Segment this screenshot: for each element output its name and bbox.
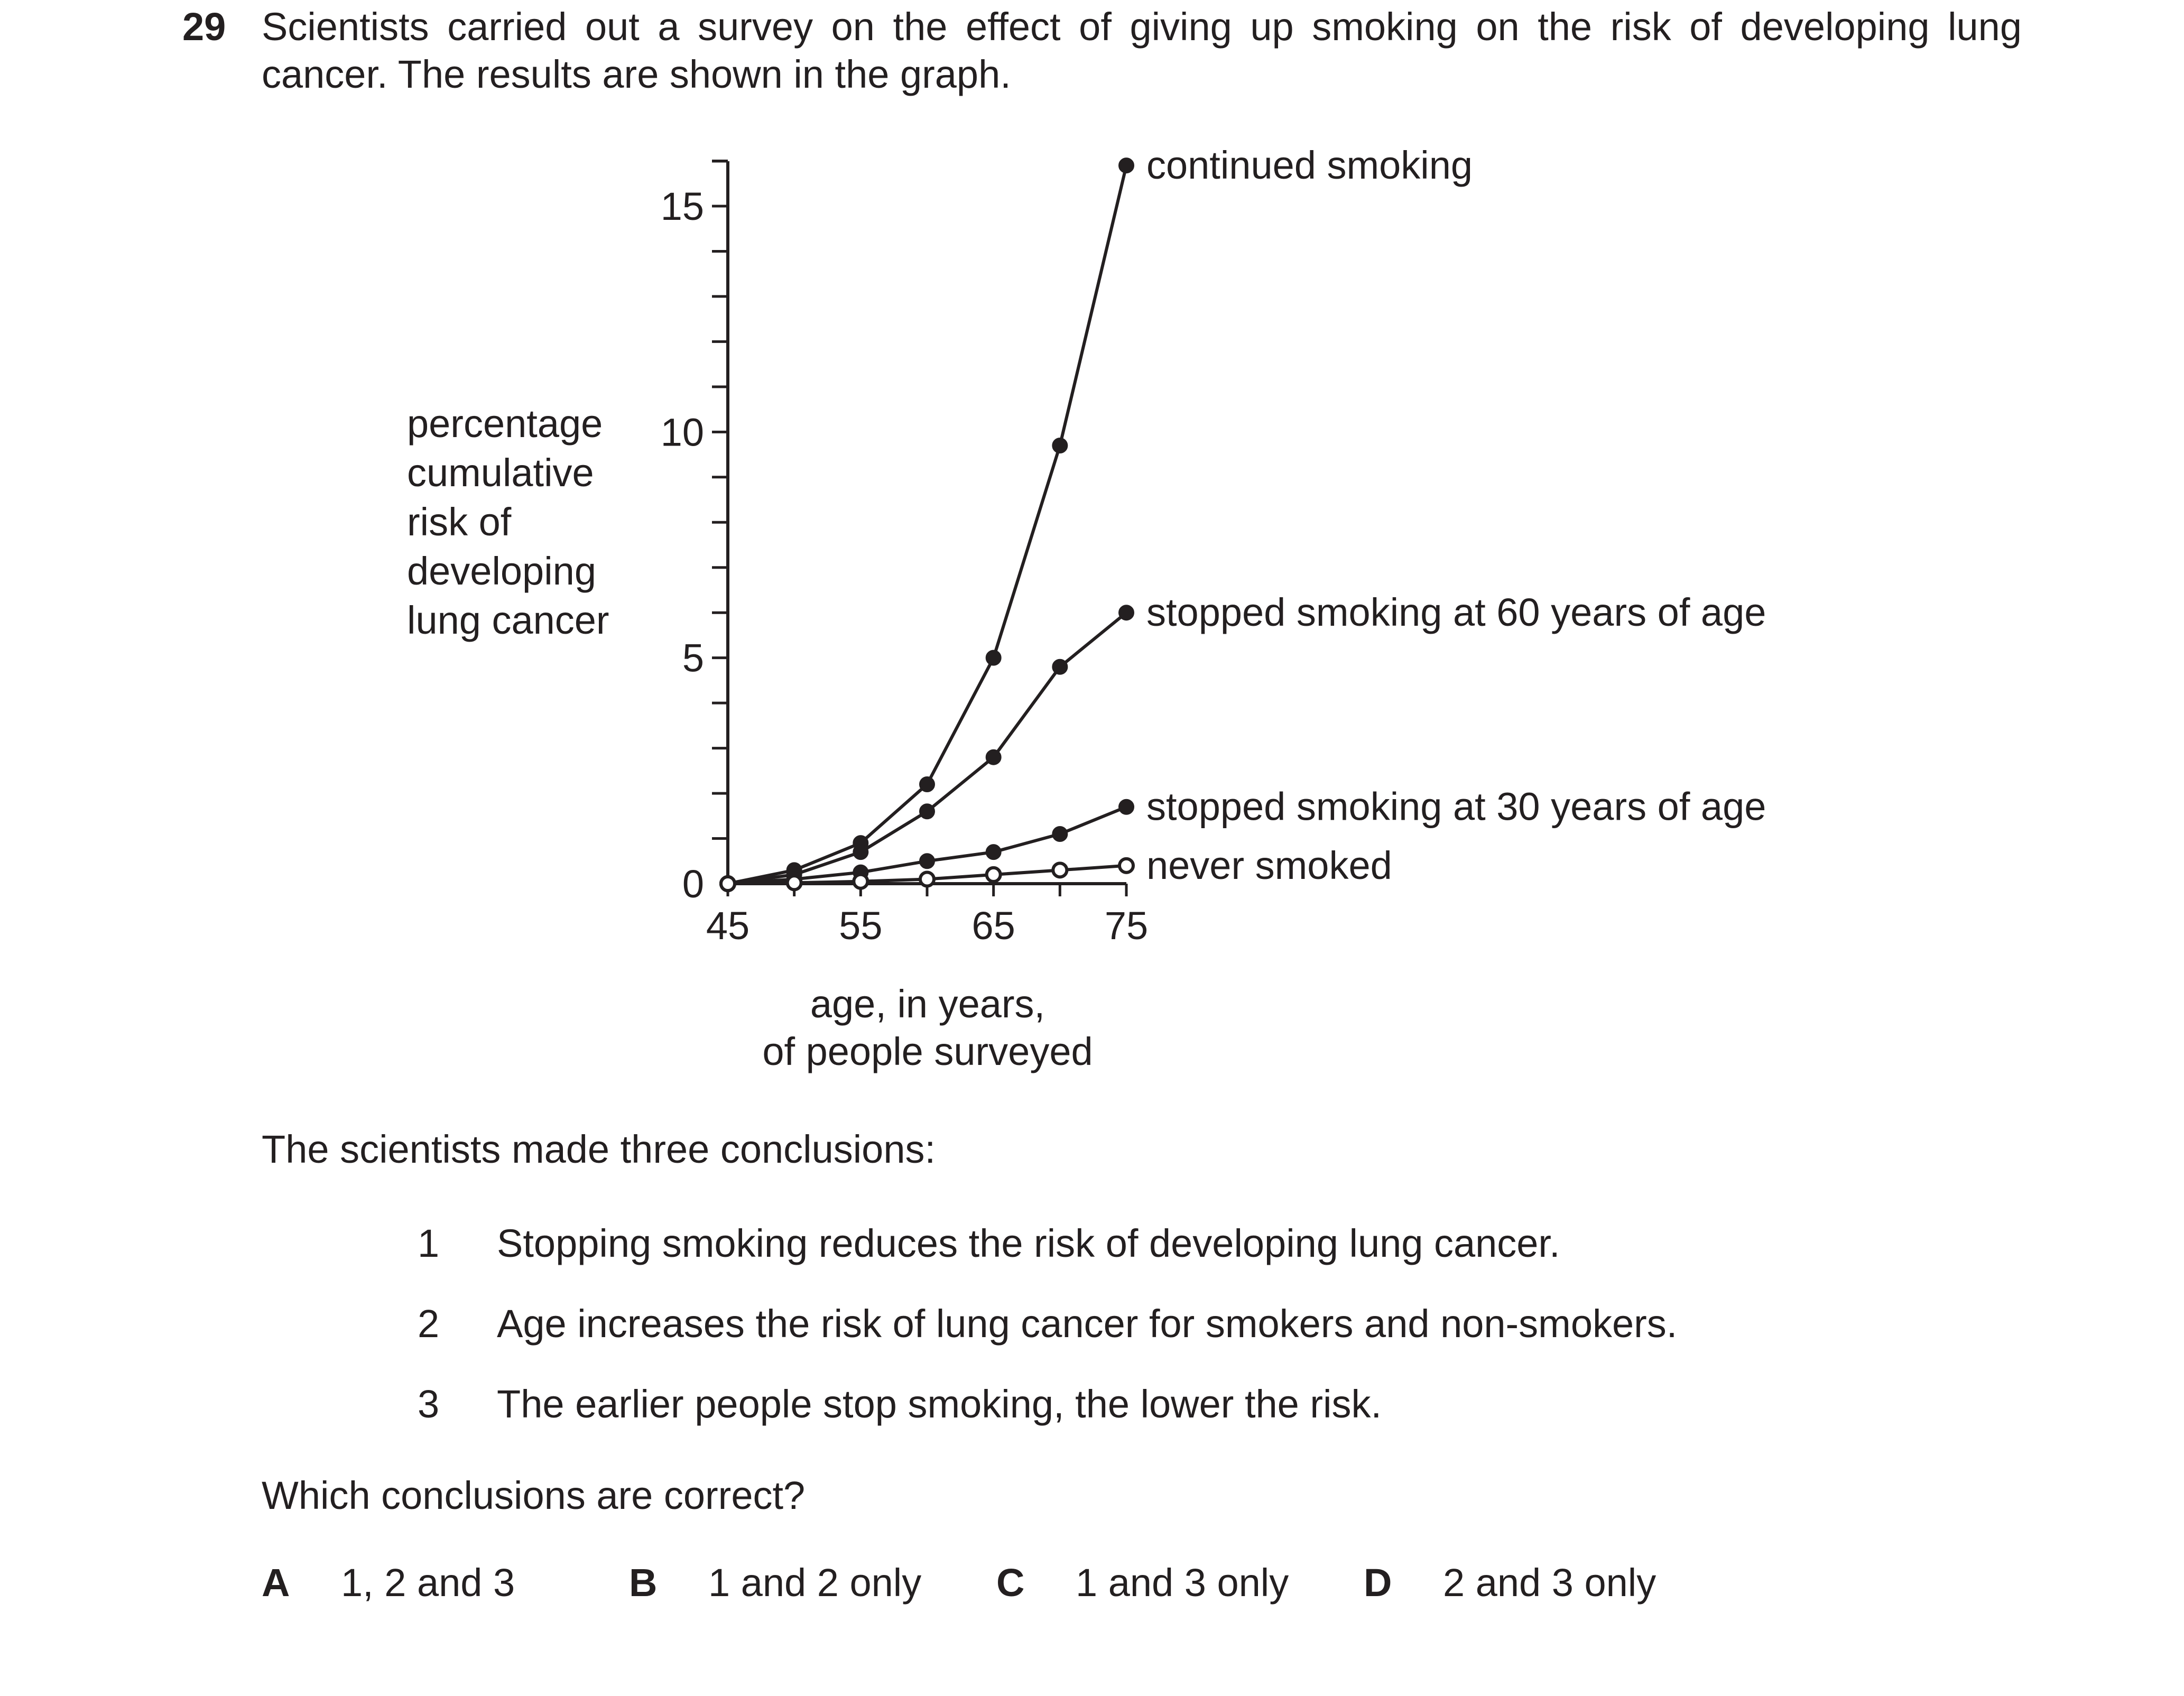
conclusion-text: Stopping smoking reduces the risk of dev… xyxy=(497,1221,1560,1265)
option-b[interactable]: B 1 and 2 only xyxy=(629,1559,921,1607)
x-axis-label-line: age, in years, xyxy=(810,982,1045,1026)
series-line xyxy=(727,165,1128,885)
series-label: stopped smoking at 60 years of age xyxy=(1146,590,1766,634)
x-tick-label: 75 xyxy=(1105,904,1148,948)
question-prompt: Which conclusions are correct? xyxy=(262,1473,806,1517)
option-letter: C xyxy=(996,1561,1025,1605)
x-axis-label-line: of people surveyed xyxy=(762,1030,1093,1073)
question-stem: Scientists carried out a survey on the e… xyxy=(262,5,2022,96)
data-point xyxy=(1118,799,1134,815)
option-d[interactable]: D 2 and 3 only xyxy=(1364,1559,1656,1607)
x-tick-label: 55 xyxy=(839,904,882,948)
data-point xyxy=(1118,157,1134,174)
option-text: 1, 2 and 3 xyxy=(341,1561,515,1605)
option-text: 2 and 3 only xyxy=(1443,1561,1656,1605)
x-axis-label: age, in years, of people surveyed xyxy=(698,980,1158,1076)
x-tick-label: 45 xyxy=(706,904,749,948)
y-axis-label-line: risk of xyxy=(407,500,512,544)
data-point xyxy=(985,650,1002,666)
y-axis-label-line: percentage xyxy=(407,402,603,446)
data-point xyxy=(1052,437,1068,453)
data-point xyxy=(1118,605,1134,621)
conclusions-intro: The scientists made three conclusions: xyxy=(262,1127,936,1171)
y-axis-label-line: lung cancer xyxy=(407,598,609,642)
option-letter: A xyxy=(262,1561,290,1605)
option-a[interactable]: A 1, 2 and 3 xyxy=(262,1559,515,1607)
chart-axes: 0 5 10 15 45 55 65 75 xyxy=(661,160,1148,948)
option-text: 1 and 3 only xyxy=(1076,1561,1289,1605)
conclusion-number: 1 xyxy=(418,1221,440,1265)
option-letter: B xyxy=(629,1561,658,1605)
data-point xyxy=(919,776,935,792)
y-axis-label-line: developing xyxy=(407,549,596,593)
question-number: 29 xyxy=(182,5,226,49)
data-point xyxy=(852,873,869,890)
option-text: 1 and 2 only xyxy=(708,1561,922,1605)
y-tick-label: 5 xyxy=(682,636,704,680)
y-axis-label-line: cumulative xyxy=(407,451,594,495)
data-point xyxy=(1052,659,1068,675)
data-point xyxy=(985,749,1002,765)
conclusion-text: The earlier people stop smoking, the low… xyxy=(497,1382,1382,1426)
option-letter: D xyxy=(1364,1561,1392,1605)
data-point xyxy=(853,844,869,860)
data-point xyxy=(1118,857,1135,874)
data-point xyxy=(785,874,803,892)
y-tick-label: 10 xyxy=(661,410,704,454)
option-c[interactable]: C 1 and 3 only xyxy=(996,1559,1289,1607)
data-point xyxy=(919,853,935,869)
x-tick-label: 65 xyxy=(972,904,1015,948)
data-point xyxy=(919,870,936,888)
data-point xyxy=(1052,826,1068,842)
series-label: never smoked xyxy=(1146,844,1392,887)
chart-points xyxy=(719,157,1135,892)
y-axis-label: percentage cumulative risk of developing… xyxy=(407,399,609,645)
series-label: stopped smoking at 30 years of age xyxy=(1146,785,1766,829)
series-line xyxy=(727,611,1127,885)
data-point xyxy=(1051,861,1069,879)
data-point xyxy=(719,875,736,892)
series-label: continued smoking xyxy=(1146,143,1473,187)
data-point xyxy=(985,866,1002,883)
data-point xyxy=(919,803,935,820)
conclusion-number: 3 xyxy=(418,1382,440,1426)
chart-lines xyxy=(727,165,1128,885)
y-tick-label: 0 xyxy=(682,862,704,906)
data-point xyxy=(985,844,1002,860)
risk-line-chart: 0 5 10 15 45 55 65 75 continued smoking stopped … xyxy=(661,143,1766,948)
conclusion-number: 2 xyxy=(418,1302,440,1346)
conclusion-text: Age increases the risk of lung cancer fo… xyxy=(497,1302,1678,1346)
y-tick-label: 15 xyxy=(661,184,704,228)
chart-labels: continued smoking stopped smoking at 60 y… xyxy=(1146,143,1766,887)
